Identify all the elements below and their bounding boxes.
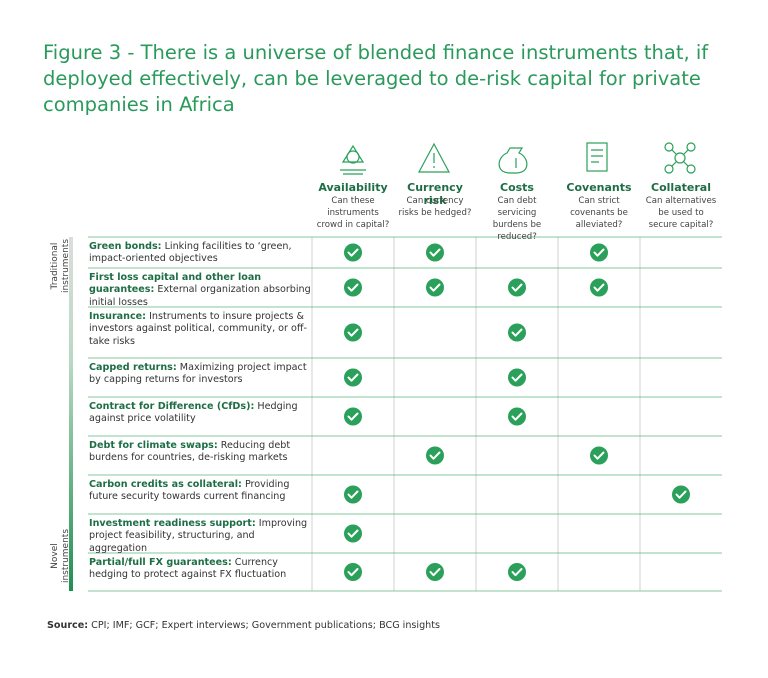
check-tick — [429, 283, 441, 292]
instrument-name: Debt for climate swaps: — [89, 440, 218, 451]
check-circle — [590, 446, 608, 465]
check-tick — [347, 283, 359, 292]
check-tick — [593, 248, 605, 257]
group-label: Traditional instruments — [50, 238, 71, 294]
source-label: Source: — [47, 620, 89, 631]
instrument-name: Partial/full FX guarantees: — [89, 557, 232, 568]
column-question: Can strict covenants be alleviated? — [570, 196, 628, 230]
check-tick — [511, 328, 523, 337]
check-tick — [511, 412, 523, 421]
icon-costs — [498, 147, 528, 174]
check-circle — [426, 563, 444, 581]
column-name: Costs — [500, 181, 534, 194]
icon-currency — [417, 142, 451, 173]
check-circle — [508, 563, 526, 581]
check-circle — [344, 323, 362, 342]
column-question: Can currency risks be hedged? — [398, 196, 472, 218]
check-tick — [675, 490, 687, 499]
check-tick — [511, 373, 523, 382]
check-circle — [508, 323, 526, 342]
instrument-name: Carbon credits as collateral: — [89, 479, 242, 490]
check-circle — [590, 243, 608, 262]
instrument-name: Insurance: — [89, 311, 147, 322]
instrument-name: Capped returns: — [89, 362, 177, 373]
check-circle — [344, 243, 362, 262]
check-tick — [347, 568, 359, 577]
row-label: Contract for Difference (CfDs): Hedging … — [89, 401, 315, 426]
instrument-description: Instruments to insure projects & investo… — [89, 311, 307, 347]
instrument-description: Improving project feasibility, structuri… — [89, 518, 308, 554]
instrument-name: First loss capital and other loan guaran… — [89, 272, 262, 296]
check-tick — [347, 412, 359, 421]
group-bar — [69, 237, 73, 591]
group-label: Novel instruments — [50, 528, 71, 584]
instrument-description: Providing future security towards curren… — [89, 479, 290, 503]
check-circle — [508, 407, 526, 426]
column-name: Availability — [318, 181, 388, 194]
source: Source: CPI; IMF; GCF; Expert interviews… — [47, 620, 440, 631]
check-circle — [344, 563, 362, 581]
check-circle — [426, 446, 444, 465]
check-tick — [593, 283, 605, 292]
source-text: CPI; IMF; GCF; Expert interviews; Govern… — [91, 620, 441, 631]
row-label: Insurance: Instruments to insure project… — [89, 311, 315, 348]
icon-collateral — [664, 142, 696, 174]
check-circle — [672, 485, 690, 504]
check-tick — [347, 373, 359, 382]
check-tick — [511, 283, 523, 292]
icon-covenants — [586, 142, 608, 172]
check-tick — [593, 451, 605, 460]
check-tick — [347, 328, 359, 337]
column-question: Can alternatives be used to secure capit… — [645, 196, 717, 230]
check-tick — [347, 248, 359, 257]
check-tick — [347, 529, 359, 538]
check-circle — [344, 278, 362, 297]
row-label: Green bonds: Linking facilities to ‘gree… — [89, 241, 315, 266]
instrument-description: Reducing debt burdens for countries, de-… — [89, 440, 291, 464]
check-circle — [590, 278, 608, 297]
column-name: Collateral — [651, 181, 711, 194]
instrument-description: Maximizing project impact by capping ret… — [89, 362, 307, 386]
instrument-name: Green bonds: — [89, 241, 162, 252]
figure-title: Figure 3 - There is a universe of blende… — [43, 41, 709, 116]
column-name: Covenants — [566, 181, 632, 194]
instrument-name: Investment readiness support: — [89, 518, 256, 529]
check-circle — [426, 243, 444, 262]
row-label: Partial/full FX guarantees: Currency hed… — [89, 557, 315, 582]
header-icons — [340, 142, 696, 175]
check-circle — [344, 524, 362, 543]
check-tick — [429, 248, 441, 257]
check-circle — [344, 485, 362, 504]
check-tick — [429, 568, 441, 577]
check-tick — [511, 568, 523, 577]
check-tick — [347, 490, 359, 499]
instrument-name: Contract for Difference (CfDs): — [89, 401, 255, 412]
check-circle — [344, 368, 362, 387]
icon-availability — [340, 144, 366, 175]
instrument-description: Hedging against price volatility — [89, 401, 298, 425]
check-circle — [344, 407, 362, 426]
row-label: First loss capital and other loan guaran… — [89, 272, 315, 309]
check-circle — [508, 278, 526, 297]
instrument-description: Linking facilities to ‘green, impact-ori… — [89, 241, 292, 265]
row-label: Debt for climate swaps: Reducing debt bu… — [89, 440, 315, 465]
instrument-description: External organization absorbing initial … — [89, 284, 311, 308]
row-label: Carbon credits as collateral: Providing … — [89, 479, 315, 504]
row-label: Investment readiness support: Improving … — [89, 518, 315, 555]
row-label: Capped returns: Maximizing project impac… — [89, 362, 315, 387]
check-circle — [426, 278, 444, 297]
check-circle — [508, 368, 526, 387]
column-question: Can debt servicing burdens be reduced? — [492, 196, 542, 242]
check-tick — [429, 451, 441, 460]
column-question: Can these instruments crowd in capital? — [316, 196, 390, 230]
instrument-description: Currency hedging to protect against FX f… — [89, 557, 287, 581]
column-name: Currency risk — [407, 181, 463, 207]
